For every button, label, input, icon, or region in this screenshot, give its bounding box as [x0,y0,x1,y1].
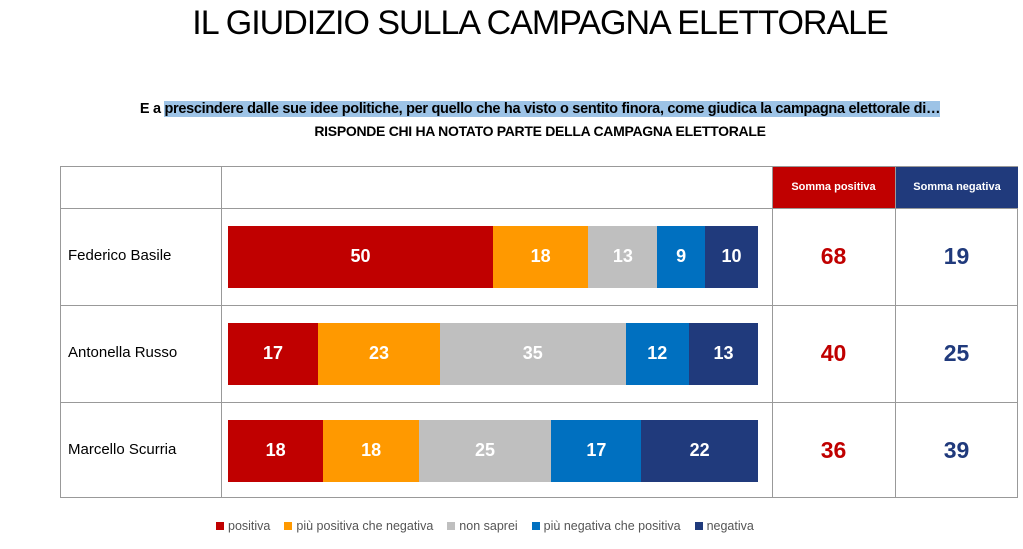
legend-item: non saprei [447,519,518,533]
bar-segment: 23 [318,322,440,385]
legend-item: positiva [216,519,270,533]
bar-segment: 9 [657,225,705,288]
bar-segment: 35 [440,322,626,385]
legend-swatch [531,522,540,530]
legend-swatch [447,522,456,530]
legend-label: positiva [228,519,271,533]
legend-swatch [694,522,703,530]
bar-segment: 17 [551,419,642,482]
legend-swatch [216,522,224,530]
legend-item: più positiva che negativa [284,519,433,533]
question: E a prescindere dalle sue idee politiche… [0,101,1023,117]
subtitle: RISPONDE CHI HA NOTATO PARTE DELLA CAMPA… [314,123,766,139]
somma-negativa-value: 25 [943,339,970,366]
somma-negativa-value: 39 [943,436,970,463]
question-prefix: E a [139,101,165,117]
bar-segment: 18 [228,419,324,482]
header-somma-negativa: Somma negativa [896,167,1018,208]
page-title: IL GIUDIZIO SULLA CAMPAGNA ELETTORALE [192,4,888,42]
category-label: Antonella Russo [68,343,178,361]
bar-segment: 18 [493,225,589,288]
somma-positiva-value: 36 [820,436,847,463]
question-text: prescindere dalle sue idee politiche, pe… [164,101,941,117]
bar-segment: 10 [705,225,758,288]
bar-segment: 13 [588,225,658,288]
category-label: Marcello Scurria [68,440,177,458]
somma-positiva-value: 40 [820,339,847,366]
legend-item: più negativa che positiva [531,519,681,533]
header-somma-positiva: Somma positiva [772,167,895,208]
legend-label: più positiva che negativa [296,519,434,533]
bar-segment: 12 [625,322,690,385]
bar-segment: 18 [323,419,419,482]
legend-label: negativa [706,519,754,533]
bar-segment: 17 [228,322,319,385]
category-label: Federico Basile [68,246,172,264]
legend-label: non saprei [459,519,518,533]
bar-segment: 25 [418,419,552,482]
bar-segment: 22 [641,419,758,482]
somma-negativa-value: 19 [943,242,970,269]
legend: positiva più positiva che negativa non sap… [216,519,754,533]
legend-item: negativa [694,519,754,533]
bar-segment: 13 [689,322,758,385]
legend-swatch [284,522,293,530]
bar-segment: 50 [228,225,493,288]
legend-label: più negativa che positiva [543,519,681,533]
somma-positiva-value: 68 [820,242,847,269]
results-table: Somma positiva Somma negativa Federico B… [60,166,1018,498]
